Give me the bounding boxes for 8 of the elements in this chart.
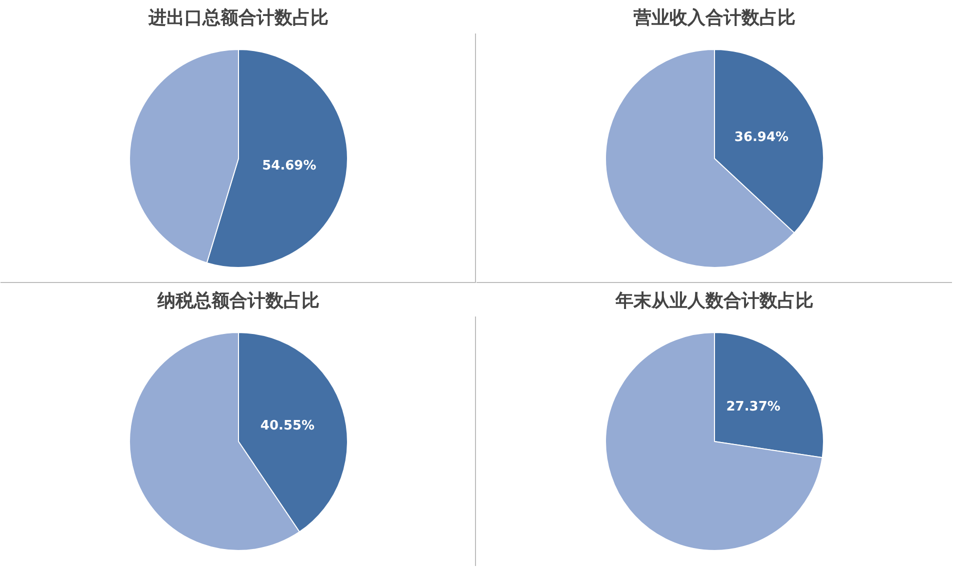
- data-label: 27.37%: [726, 400, 780, 415]
- data-label: 36.94%: [734, 130, 789, 145]
- chart-title: 营业收入合计数占比: [632, 8, 796, 28]
- data-label: 40.55%: [260, 418, 315, 434]
- data-label: 54.69%: [262, 158, 316, 174]
- chart-title: 进出口总额合计数占比: [148, 8, 328, 28]
- chart-title: 纳税总额合计数占比: [156, 290, 320, 312]
- chart-title: 年末从业人数合计数占比: [614, 290, 814, 312]
